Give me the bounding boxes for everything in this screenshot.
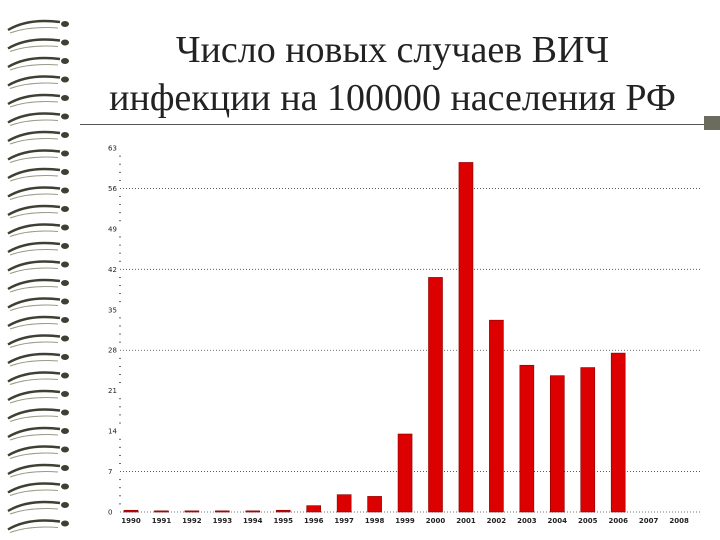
binding-ring <box>7 75 69 89</box>
binding-ring <box>7 241 69 256</box>
x-tick-label: 1990 <box>121 517 141 525</box>
y-tick-label: 0 <box>108 509 112 517</box>
bar-2000 <box>428 277 443 513</box>
bar-1999 <box>397 433 413 513</box>
x-tick-label: 1995 <box>274 517 294 525</box>
bar-2001 <box>458 162 474 513</box>
x-tick-label: 1993 <box>213 517 233 525</box>
x-tick-label: 2001 <box>456 517 476 525</box>
y-tick-label: 7 <box>108 468 112 476</box>
bar-1995 <box>275 509 291 513</box>
x-tick-label: 2005 <box>578 517 598 525</box>
x-tick-label: 2004 <box>548 517 568 525</box>
y-tick-label: 42 <box>108 266 117 274</box>
binding-ring <box>7 352 69 367</box>
bar-1991 <box>154 510 169 513</box>
x-tick-label: 2002 <box>487 517 507 525</box>
binding-ring <box>7 149 69 163</box>
bar-2002 <box>489 319 504 513</box>
binding-ring <box>7 389 69 404</box>
bar-1997 <box>336 494 352 513</box>
corner-accent <box>704 116 720 130</box>
binding-ring <box>7 408 69 422</box>
binding-ring <box>7 186 69 200</box>
binding-ring <box>7 297 69 311</box>
bar-1994 <box>245 510 261 513</box>
binding-ring <box>7 463 69 478</box>
y-tick-label: 35 <box>108 306 117 314</box>
binding-ring <box>7 426 69 441</box>
y-tick-label: 28 <box>108 347 117 355</box>
y-tick-label: 21 <box>108 387 117 395</box>
binding-ring <box>7 315 69 330</box>
binding-ring <box>7 371 69 385</box>
y-tick-label: 63 <box>108 145 117 153</box>
title-divider <box>80 124 705 125</box>
slide-title-line-2: инфекции на 100000 населения РФ <box>109 77 676 119</box>
binding-ring <box>7 56 69 71</box>
binding-ring <box>7 93 69 108</box>
binding-ring <box>7 167 69 182</box>
y-tick-label: 14 <box>108 428 117 436</box>
bar-2003 <box>519 364 535 513</box>
bar-1992 <box>184 510 200 513</box>
x-tick-label: 1998 <box>365 517 385 525</box>
bar-1998 <box>367 496 382 513</box>
binding-ring <box>7 445 69 459</box>
x-tick-label: 1992 <box>182 517 202 525</box>
notebook-binding-icon <box>7 19 69 533</box>
x-tick-label: 2000 <box>426 517 446 525</box>
x-tick-label: 1991 <box>152 517 172 525</box>
x-tick-label: 1996 <box>304 517 324 525</box>
bar-2006 <box>610 352 626 513</box>
bar-2005 <box>580 367 596 513</box>
slide-title: Число новых случаев ВИЧ инфекции на 1000… <box>80 26 705 122</box>
bar-1993 <box>215 510 230 513</box>
binding-ring <box>7 519 69 533</box>
x-tick-label: 1997 <box>334 517 354 525</box>
binding-ring <box>7 204 69 219</box>
bar-1996 <box>306 505 322 513</box>
x-tick-label: 2007 <box>639 517 659 525</box>
y-tick-label: 49 <box>108 225 117 233</box>
x-tick-label: 2006 <box>608 517 628 525</box>
x-tick-label: 2008 <box>669 517 689 525</box>
binding-ring <box>7 19 69 34</box>
binding-ring <box>7 482 69 496</box>
binding-ring <box>7 223 69 237</box>
x-tick-label: 2003 <box>517 517 537 525</box>
bar-1990 <box>123 509 139 513</box>
binding-ring <box>7 278 69 293</box>
binding-ring <box>7 130 69 145</box>
x-tick-label: 1999 <box>395 517 415 525</box>
binding-ring <box>7 112 69 126</box>
binding-ring <box>7 38 69 52</box>
binding-ring <box>7 334 69 348</box>
binding-ring <box>7 260 69 274</box>
y-tick-label: 56 <box>108 185 117 193</box>
slide-title-line-1: Число новых случаев ВИЧ <box>175 29 610 71</box>
bar-2004 <box>549 375 565 513</box>
binding-ring <box>7 500 69 515</box>
x-tick-label: 1994 <box>243 517 263 525</box>
